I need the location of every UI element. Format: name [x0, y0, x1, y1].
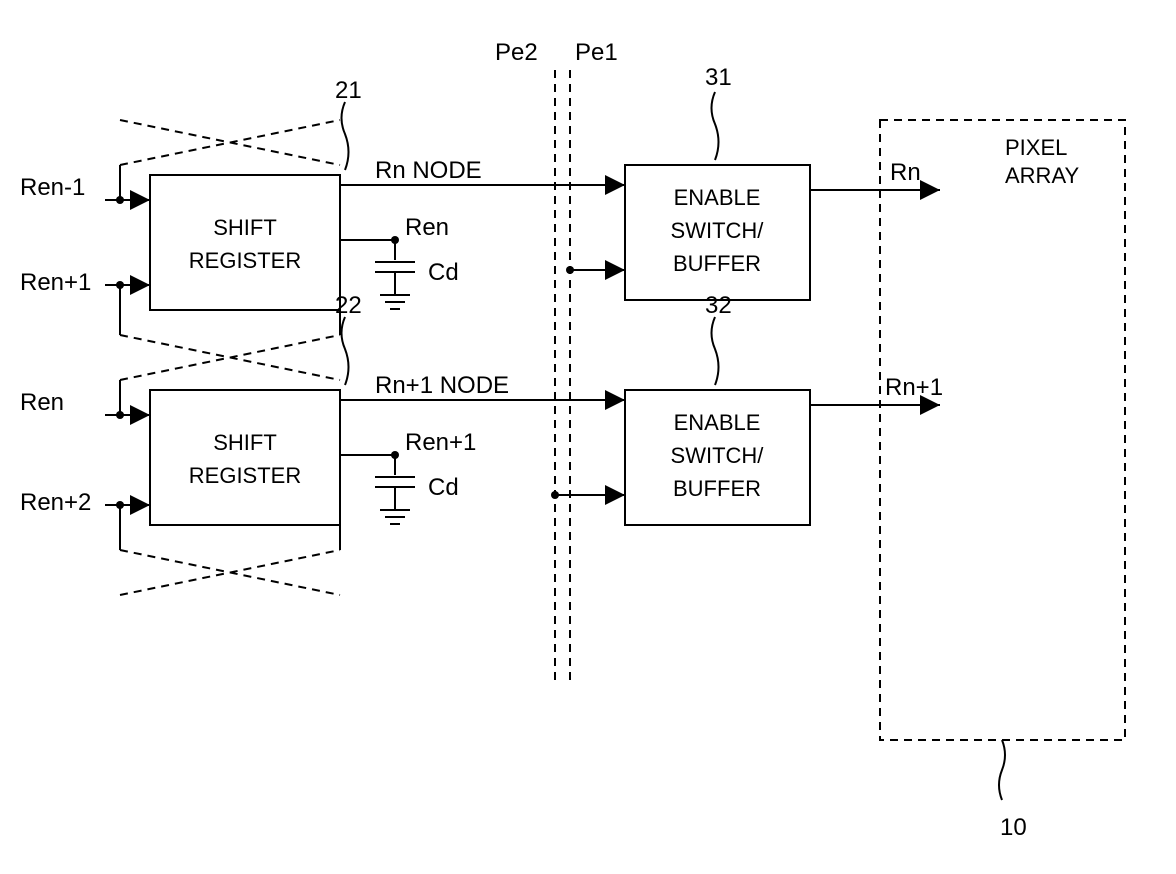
feedback-mid-left-node2 [116, 411, 124, 419]
enable-1-label3: BUFFER [673, 251, 761, 276]
circuit-diagram: PIXEL ARRAY 10 SHIFT REGISTER SHIFT REGI… [0, 0, 1176, 874]
pixel-array-label2: ARRAY [1005, 163, 1079, 188]
ref-31-leader [712, 92, 719, 160]
rn1-node-text: Rn+1 NODE [375, 372, 509, 399]
dash-cross-bot [120, 550, 340, 595]
cd1-text: Cd [428, 259, 459, 286]
ref-21: 21 [335, 77, 362, 104]
ren-minus-1-text: Ren-1 [20, 174, 85, 201]
ref-31: 31 [705, 64, 732, 91]
shift-register-1-label1: SHIFT [213, 215, 277, 240]
feedback-bot-left-node [116, 501, 124, 509]
shift-register-2-label1: SHIFT [213, 430, 277, 455]
pixel-array-label1: PIXEL [1005, 135, 1067, 160]
ref-10: 10 [1000, 814, 1027, 841]
shift-register-2-label2: REGISTER [189, 463, 301, 488]
ren-plus-1-text: Ren+1 [20, 269, 91, 296]
feedback-top-left-node [116, 196, 124, 204]
enable-2-label1: ENABLE [674, 410, 761, 435]
pe1-text: Pe1 [575, 39, 618, 66]
enable-2-label2: SWITCH/ [671, 443, 765, 468]
sr1-ren-text: Ren [405, 214, 449, 241]
ref-32: 32 [705, 292, 732, 319]
ren-text: Ren [20, 389, 64, 416]
rn-node-text: Rn NODE [375, 157, 482, 184]
enable-1-label1: ENABLE [674, 185, 761, 210]
enable-1-label2: SWITCH/ [671, 218, 765, 243]
rn1-text: Rn+1 [885, 374, 943, 401]
enable-2-label3: BUFFER [673, 476, 761, 501]
ref-10-leader [999, 740, 1005, 800]
rn-text: Rn [890, 159, 921, 186]
ref-32-leader [712, 317, 719, 385]
shift-register-2-box [150, 390, 340, 525]
sr2-ren1-text: Ren+1 [405, 429, 476, 456]
ref-21-leader [342, 102, 349, 170]
pe2-text: Pe2 [495, 39, 538, 66]
feedback-mid-left-node1 [116, 281, 124, 289]
dash-cross-top [120, 120, 340, 165]
ren-plus-2-text: Ren+2 [20, 489, 91, 516]
pixel-array-box [880, 120, 1125, 740]
shift-register-1-box [150, 175, 340, 310]
dash-cross-mid [120, 335, 340, 380]
ref-22-leader [342, 317, 349, 385]
shift-register-1-label2: REGISTER [189, 248, 301, 273]
cd2-text: Cd [428, 474, 459, 501]
